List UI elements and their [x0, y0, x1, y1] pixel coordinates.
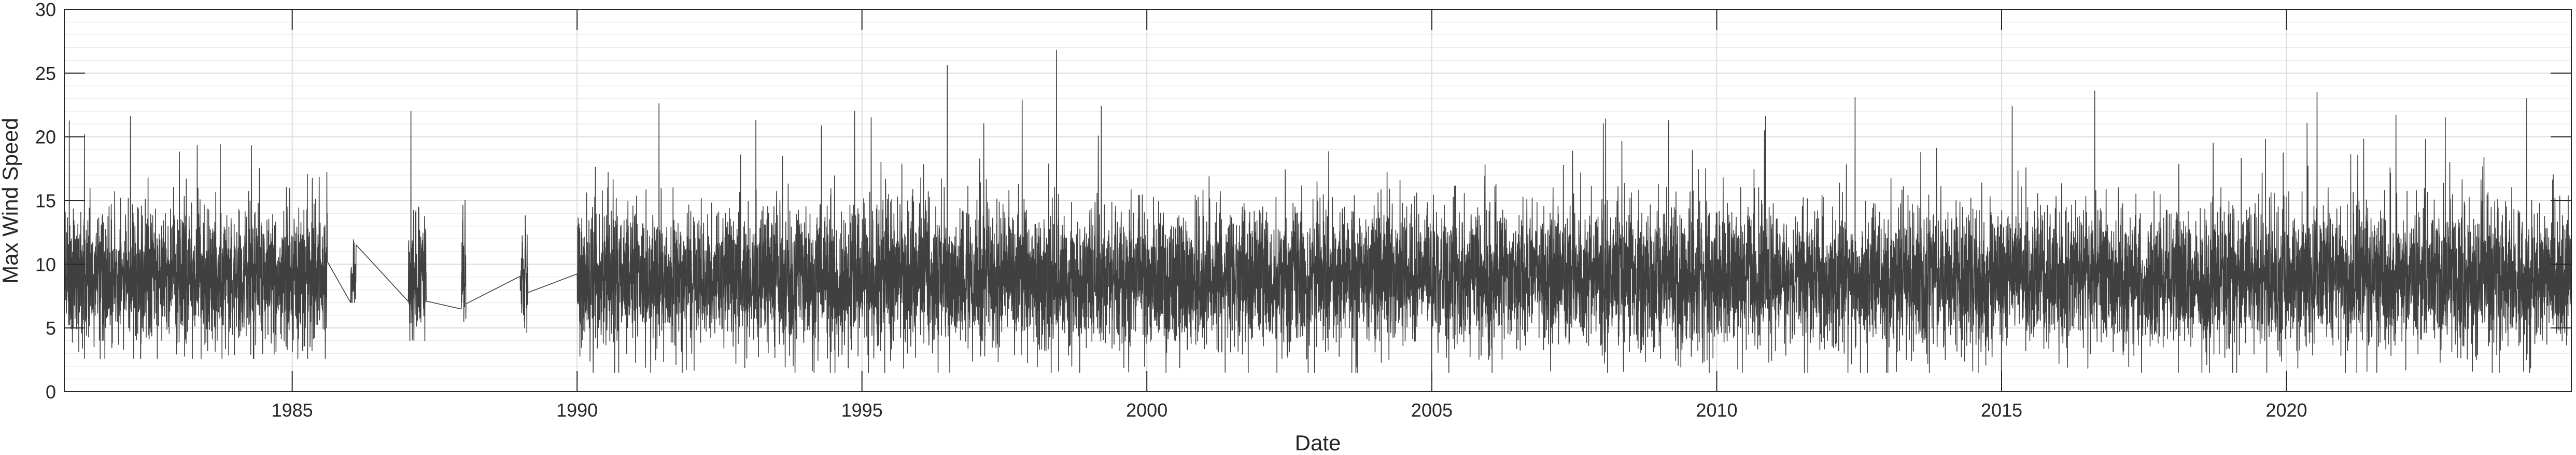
x-tick-label: 2005	[1411, 399, 1453, 421]
x-tick-label: 2015	[1981, 399, 2022, 421]
tick-labels: 0 5 10 15 20 25 30 1985 1990 1995 2000 2005 2010 2015…	[35, 0, 2307, 421]
y-tick-label: 25	[35, 63, 56, 84]
wind-speed-line	[64, 49, 2572, 373]
y-tick-label: 5	[46, 318, 56, 339]
plot-border	[64, 9, 2572, 392]
x-tick-label: 1995	[841, 399, 883, 421]
y-tick-label: 30	[35, 0, 56, 20]
x-tick-label: 2020	[2265, 399, 2307, 421]
x-tick-label: 1985	[272, 399, 313, 421]
y-tick-label: 0	[46, 381, 56, 403]
x-tick-label: 1990	[556, 399, 598, 421]
x-tick-label: 2010	[1696, 399, 1737, 421]
y-axis-title: Max Wind Speed	[0, 118, 22, 284]
y-tick-label: 15	[35, 190, 56, 212]
tick-marks	[64, 9, 2571, 392]
x-axis-title: Date	[1295, 431, 1341, 455]
y-tick-label: 20	[35, 127, 56, 148]
y-tick-label: 10	[35, 254, 56, 275]
data-series	[64, 49, 2572, 373]
x-tick-label: 2000	[1126, 399, 1167, 421]
